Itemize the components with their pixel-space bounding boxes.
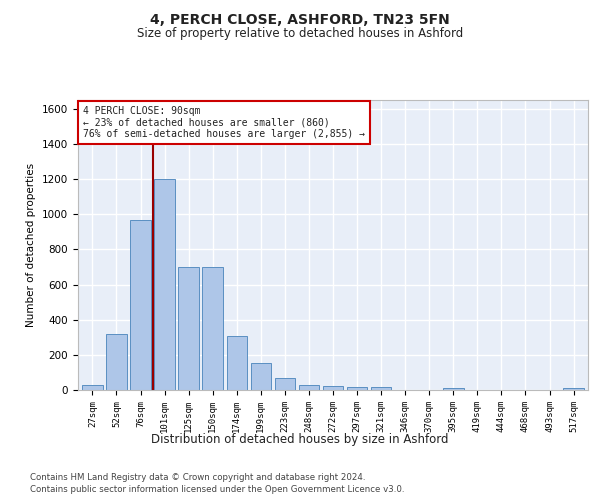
- Bar: [82, 384, 103, 390]
- Bar: [251, 363, 271, 390]
- Bar: [299, 384, 319, 390]
- Bar: [443, 388, 464, 390]
- Bar: [371, 388, 391, 390]
- Y-axis label: Number of detached properties: Number of detached properties: [26, 163, 37, 327]
- Text: Distribution of detached houses by size in Ashford: Distribution of detached houses by size …: [151, 432, 449, 446]
- Bar: [154, 179, 175, 390]
- Text: 4 PERCH CLOSE: 90sqm
← 23% of detached houses are smaller (860)
76% of semi-deta: 4 PERCH CLOSE: 90sqm ← 23% of detached h…: [83, 106, 365, 139]
- Bar: [130, 220, 151, 390]
- Bar: [106, 334, 127, 390]
- Bar: [323, 386, 343, 390]
- Bar: [227, 336, 247, 390]
- Bar: [178, 267, 199, 390]
- Text: Contains HM Land Registry data © Crown copyright and database right 2024.: Contains HM Land Registry data © Crown c…: [30, 472, 365, 482]
- Bar: [347, 388, 367, 390]
- Text: Contains public sector information licensed under the Open Government Licence v3: Contains public sector information licen…: [30, 485, 404, 494]
- Bar: [563, 388, 584, 390]
- Text: Size of property relative to detached houses in Ashford: Size of property relative to detached ho…: [137, 28, 463, 40]
- Text: 4, PERCH CLOSE, ASHFORD, TN23 5FN: 4, PERCH CLOSE, ASHFORD, TN23 5FN: [150, 12, 450, 26]
- Bar: [202, 267, 223, 390]
- Bar: [275, 378, 295, 390]
